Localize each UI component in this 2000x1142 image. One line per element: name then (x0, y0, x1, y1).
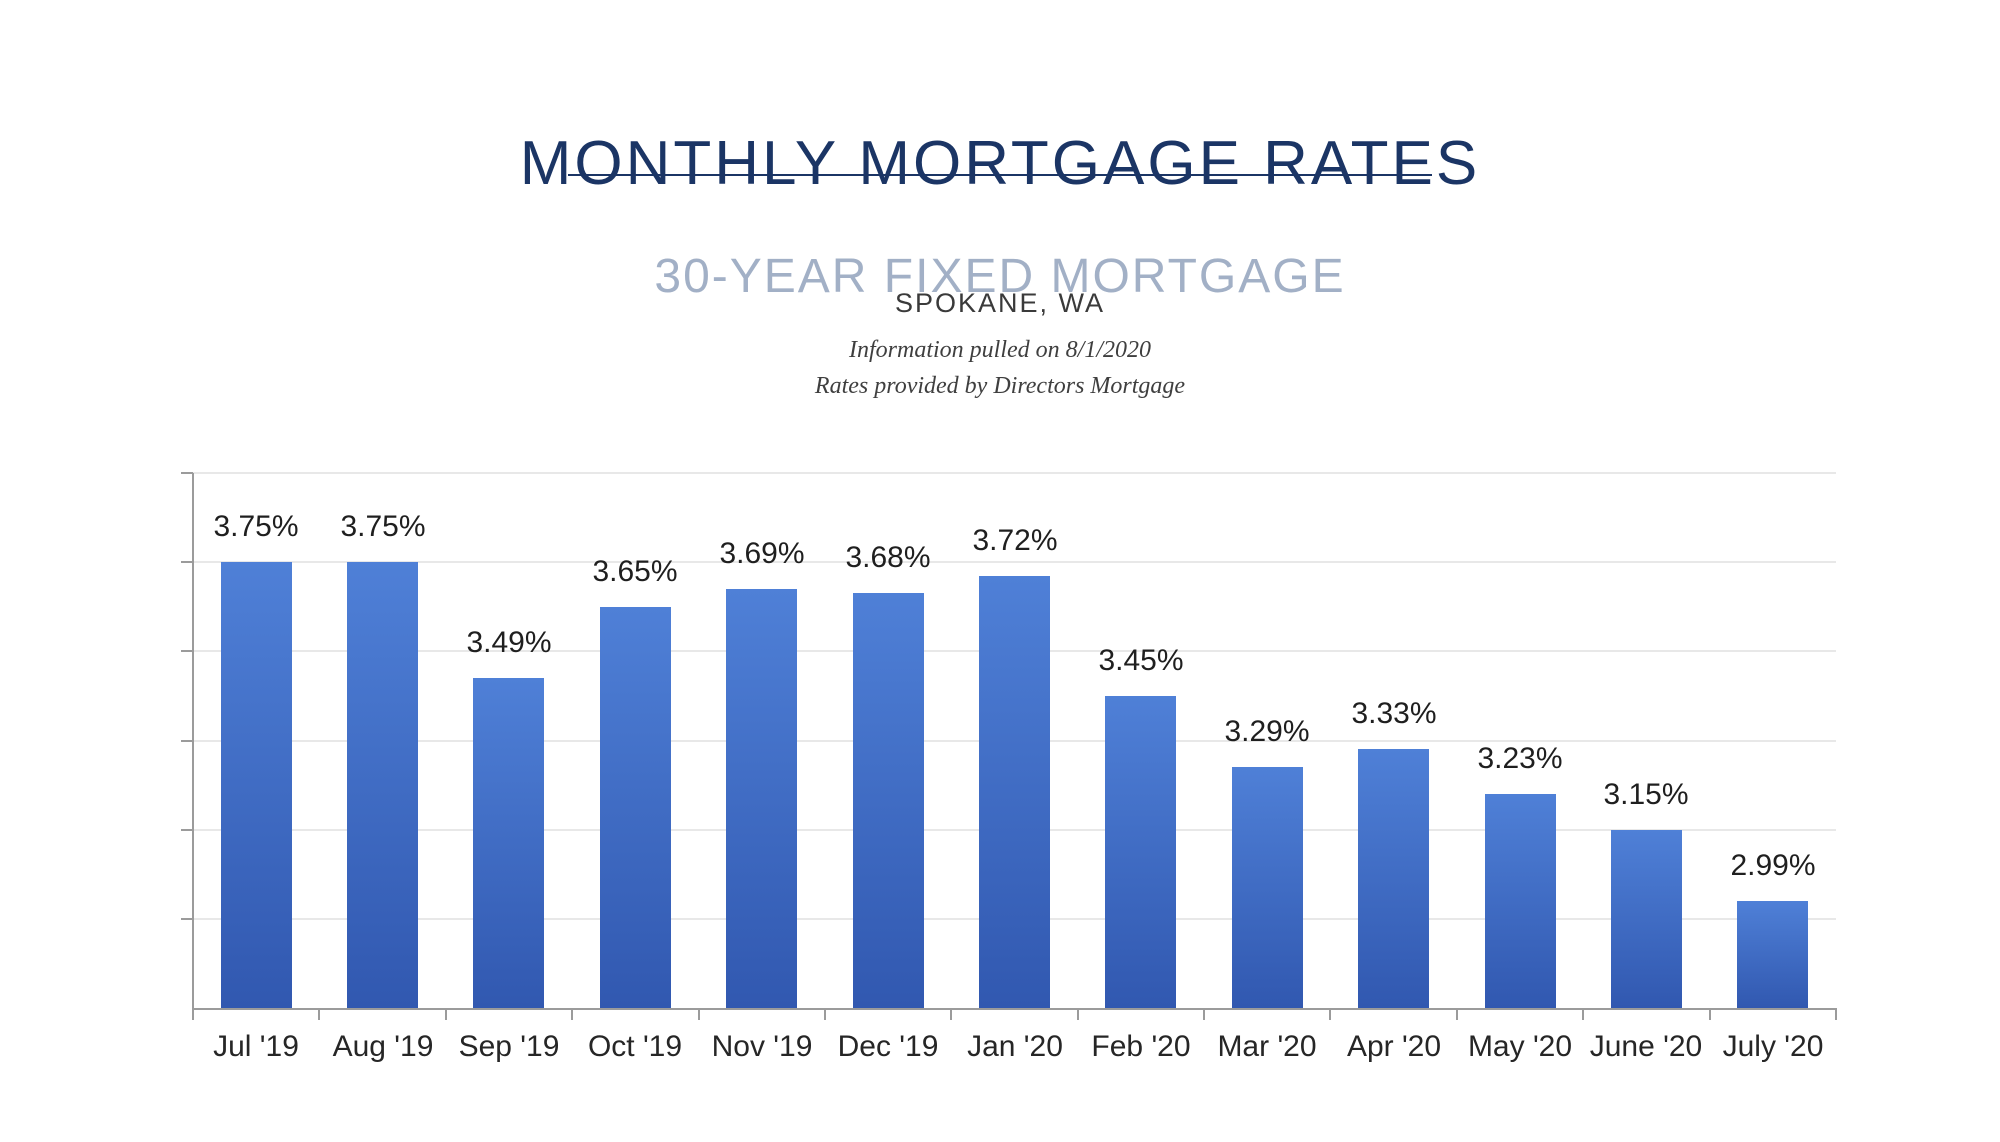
bar-value-label: 3.65% (592, 555, 678, 588)
x-axis-label: June '20 (1589, 1030, 1703, 1063)
x-axis-label: Mar '20 (1217, 1030, 1317, 1063)
bar (726, 589, 797, 1008)
x-axis-tick (318, 1010, 320, 1020)
y-gridline (193, 561, 1836, 563)
page-title: MONTHLY MORTGAGE RATES (519, 128, 1481, 198)
x-axis-tick (1329, 1010, 1331, 1020)
bar-value-label: 3.29% (1224, 715, 1310, 748)
y-axis-line (192, 473, 194, 1008)
bar (221, 562, 292, 1008)
bar (1358, 749, 1429, 1008)
bar (1485, 794, 1556, 1008)
x-axis-label: July '20 (1722, 1030, 1824, 1063)
bar (853, 593, 924, 1008)
bar-value-label: 3.72% (972, 524, 1058, 557)
x-axis-tick (571, 1010, 573, 1020)
x-axis-tick (824, 1010, 826, 1020)
x-axis-label: Nov '19 (711, 1030, 813, 1063)
x-axis-line (192, 1008, 1837, 1010)
x-axis-label: May '20 (1467, 1030, 1573, 1063)
x-axis-label: Aug '19 (332, 1030, 434, 1063)
bar-value-label: 3.69% (719, 537, 805, 570)
title-underline (568, 174, 1432, 176)
bar-value-label: 3.45% (1098, 644, 1184, 677)
y-axis-tick (181, 472, 193, 474)
bar-value-label: 3.75% (340, 510, 426, 543)
x-axis-tick (1709, 1010, 1711, 1020)
bar (1232, 767, 1303, 1008)
y-axis-tick (181, 561, 193, 563)
x-axis-label: Jul '19 (213, 1030, 299, 1063)
x-axis-tick (1835, 1010, 1837, 1020)
y-axis-tick (181, 918, 193, 920)
x-axis-label: Jan '20 (967, 1030, 1063, 1063)
bar-value-label: 3.49% (466, 626, 552, 659)
y-axis-tick (181, 650, 193, 652)
bar-value-label: 2.99% (1730, 849, 1816, 882)
x-axis-tick (192, 1010, 194, 1020)
x-axis-tick (1456, 1010, 1458, 1020)
x-axis-tick (1077, 1010, 1079, 1020)
bar (1611, 830, 1682, 1008)
x-axis-label: Apr '20 (1346, 1030, 1442, 1063)
bar-value-label: 3.75% (213, 510, 299, 543)
y-axis-tick (181, 740, 193, 742)
bar (1105, 696, 1176, 1008)
bar-value-label: 3.15% (1603, 778, 1689, 811)
x-axis-label: Oct '19 (587, 1030, 683, 1063)
subtitle: 30-YEAR FIXED MORTGAGE (654, 249, 1346, 303)
bar-value-label: 3.23% (1477, 742, 1563, 775)
x-axis-tick (950, 1010, 952, 1020)
bar (600, 607, 671, 1008)
x-axis-label: Feb '20 (1091, 1030, 1191, 1063)
info-pulled-note: Information pulled on 8/1/2020 (849, 337, 1151, 363)
rates-provider-note: Rates provided by Directors Mortgage (814, 373, 1186, 399)
bar (347, 562, 418, 1008)
x-axis-tick (1203, 1010, 1205, 1020)
bar (473, 678, 544, 1008)
bar (1737, 901, 1808, 1008)
x-axis-tick (1582, 1010, 1584, 1020)
x-axis-tick (445, 1010, 447, 1020)
bar-value-label: 3.33% (1351, 697, 1437, 730)
x-axis-label: Sep '19 (458, 1030, 560, 1063)
bar (979, 576, 1050, 1008)
x-axis-label: Dec '19 (837, 1030, 939, 1063)
bar-value-label: 3.68% (845, 541, 931, 574)
y-gridline (193, 472, 1836, 474)
x-axis-tick (698, 1010, 700, 1020)
y-axis-tick (181, 829, 193, 831)
location-label: SPOKANE, WA (894, 288, 1106, 318)
